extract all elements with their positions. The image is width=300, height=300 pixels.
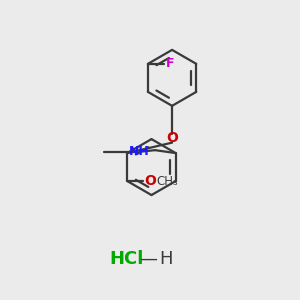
Text: CH₃: CH₃: [157, 175, 178, 188]
Text: HCl: HCl: [109, 250, 144, 268]
Text: NH: NH: [128, 145, 149, 158]
Text: O: O: [144, 174, 156, 188]
Text: O: O: [166, 131, 178, 145]
Text: H: H: [159, 250, 173, 268]
Text: —: —: [140, 250, 158, 268]
Text: F: F: [166, 57, 174, 70]
